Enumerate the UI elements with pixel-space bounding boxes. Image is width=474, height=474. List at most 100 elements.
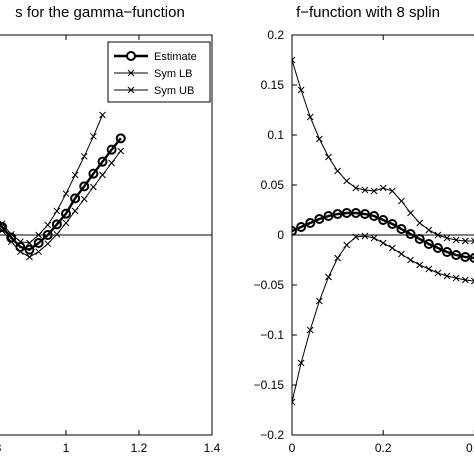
right-point-sym-ub [370,234,378,242]
right-point-estimate [314,214,325,224]
right-point-estimate [296,222,307,232]
legend-marker-estimate [126,51,136,61]
right-point-sym-ub [316,297,323,305]
right-point-sym-lb [352,184,360,192]
right-point-sym-ub [306,326,314,334]
right-point-sym-ub [297,359,305,367]
left-point-sym-ub [62,219,70,227]
left-point-sym-ub [80,195,88,203]
left-point-estimate [51,219,62,230]
right-y-tick-label: −0.2 [260,428,284,442]
left-x-tick-label: 1 [63,441,70,455]
right-point-sym-lb [292,56,296,64]
right-point-estimate [460,252,471,262]
right-y-tick-label: 0.1 [267,128,284,142]
right-point-sym-lb [343,177,351,185]
left-point-estimate [70,193,81,204]
left-point-estimate [97,156,108,167]
right-point-sym-ub [379,239,387,247]
right-point-sym-ub [416,261,424,269]
right-point-estimate [469,253,474,263]
left-point-estimate [61,208,71,219]
right-series-line-sym-ub [292,235,474,403]
left-point-estimate [79,181,90,192]
left-x-tick-label: 1.4 [204,441,221,455]
right-point-sym-lb [416,219,424,227]
right-point-estimate [414,234,425,244]
right-point-sym-ub [471,277,474,285]
legend-label-sym-lb: Sym LB [154,68,193,80]
left-point-sym-ub [99,171,106,179]
left-series-line-estimate [0,137,122,252]
right-point-sym-lb [316,135,323,143]
right-series-line-estimate [292,211,474,260]
left-point-estimate [106,144,117,155]
right-point-estimate [423,239,434,249]
right-point-sym-lb [407,209,414,217]
left-point-sym-lb [99,111,106,119]
right-point-estimate [341,208,352,218]
right-point-estimate [369,211,380,221]
right-point-sym-lb [361,186,369,194]
right-point-sym-ub [388,244,396,252]
right-y-tick-label: 0.15 [261,78,285,92]
left-point-sym-lb [90,132,97,140]
right-point-sym-lb [306,113,314,121]
right-point-sym-lb [452,236,460,244]
right-point-estimate [359,209,370,219]
right-point-estimate [432,243,443,253]
right-y-tick-label: −0.05 [254,278,285,292]
left-series-line-sym-lb [0,114,103,244]
right-point-sym-ub [361,232,369,240]
left-point-sym-ub [44,240,52,248]
right-point-sym-lb [325,153,332,161]
left-point-sym-ub [17,248,24,256]
right-point-estimate [332,209,343,219]
right-point-sym-lb [388,187,396,195]
left-point-sym-lb [53,207,61,215]
right-point-sym-lb [434,231,442,239]
right-point-sym-ub [343,241,351,249]
right-point-estimate [378,215,389,225]
left-point-estimate [88,168,99,179]
right-x-tick-label: 0.4 [466,441,474,455]
left-x-tick-label: 1.2 [131,441,148,455]
left-point-estimate [42,230,53,240]
right-point-sym-ub [407,256,414,264]
right-point-estimate [396,224,407,234]
left-point-sym-lb [17,238,24,246]
left-point-sym-lb [7,230,15,238]
right-chart-panel: f−function with 8 splin 0 0.2 0.4 0.2 0.15 0.… [254,4,474,455]
left-point-sym-ub [53,230,61,238]
left-point-sym-lb [35,231,42,239]
right-point-sym-ub [352,233,360,241]
right-point-sym-lb [370,187,378,195]
right-x-tick-label: 0 [289,441,296,455]
left-point-sym-lb [80,152,88,160]
right-y-tick-label: 0.05 [261,178,285,192]
left-point-estimate [33,238,44,248]
legend-label-sym-ub: Sym UB [154,85,194,97]
right-point-sym-ub [398,250,405,258]
right-point-sym-ub [434,269,442,277]
right-point-estimate [451,250,462,260]
left-chart-panel: s for the gamma−function 0.8 1 1.2 1.4 Estim… [0,4,221,455]
left-point-sym-lb [62,190,70,198]
right-point-sym-lb [334,167,341,175]
left-point-sym-ub [26,253,33,261]
right-y-tick-label: 0 [277,228,284,242]
right-y-tick-label: −0.1 [260,328,284,342]
right-point-sym-ub [334,254,341,262]
left-point-sym-ub [35,248,42,256]
right-series-line-sym-lb [292,59,474,242]
right-point-estimate [323,211,334,221]
left-plot-area [0,111,126,261]
right-point-sym-lb [425,226,433,234]
left-point-sym-lb [26,239,33,247]
left-point-sym-ub [117,147,125,155]
legend-box [107,41,211,103]
left-point-sym-ub [7,238,15,246]
right-chart-title: f−function with 8 splin [296,4,440,21]
left-x-tick-label: 0.8 [0,441,2,455]
